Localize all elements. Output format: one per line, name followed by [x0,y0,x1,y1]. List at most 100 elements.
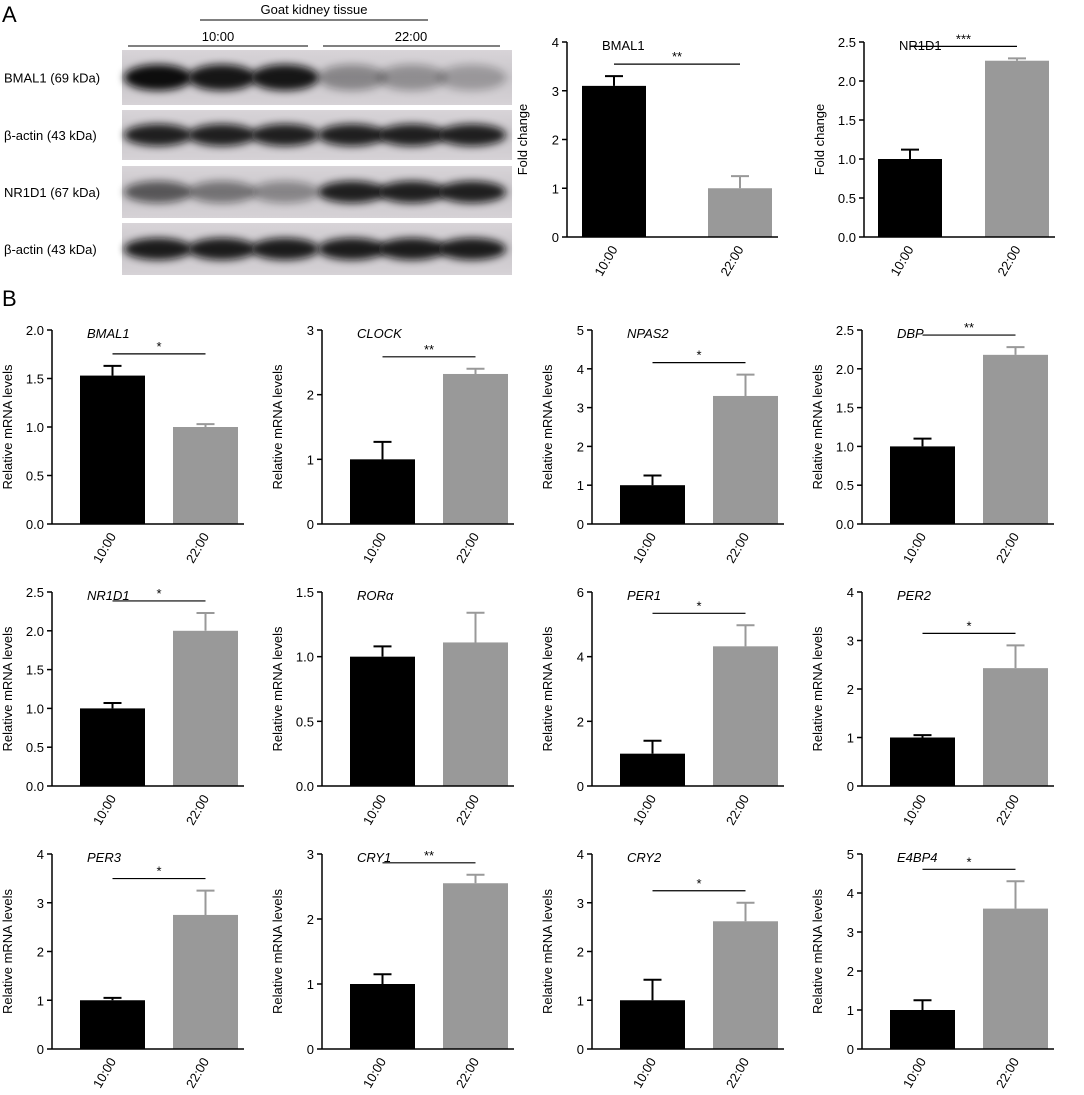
x-tick-label: 10:00 [360,1055,389,1091]
error-bar [103,364,122,376]
y-tick-label: 3 [37,896,44,911]
error-bar [1006,346,1025,355]
chart-title: PER2 [897,588,932,603]
x-tick-label: 10:00 [90,530,119,566]
y-tick-label: 0 [577,779,584,794]
x-tick-label: 22:00 [723,1055,752,1091]
time-label: 22:00 [395,29,428,44]
bar [983,668,1048,786]
x-tick-label: 22:00 [717,243,746,279]
y-tick-label: 2 [847,682,854,697]
y-tick-label: 0.5 [296,714,314,729]
x-tick-label: 22:00 [183,530,212,566]
blot-band [188,124,256,146]
x-tick-label: 22:00 [183,1055,212,1091]
x-tick-label: 10:00 [360,792,389,828]
y-tick-label: 0 [37,1042,44,1057]
bar [708,188,772,237]
x-tick-label: 10:00 [887,243,916,279]
significance-label: ** [672,49,682,64]
y-tick-label: 4 [847,585,854,600]
y-axis-label: Relative mRNA levels [270,889,285,1014]
y-tick-label: 0.5 [26,469,44,484]
bar [350,459,415,524]
bar [890,1010,955,1049]
blot-band [378,124,446,146]
y-axis-label: Relative mRNA levels [0,626,15,751]
bar [173,914,238,1049]
blot-row-label: β-actin (43 kDa) [4,128,97,143]
x-tick-label: 10:00 [900,530,929,566]
y-tick-label: 4 [37,847,44,862]
blot-band [124,124,192,146]
y-tick-label: 1.0 [836,439,854,454]
y-tick-label: 3 [577,401,584,416]
y-tick-label: 4 [552,35,559,50]
error-bar [103,996,122,1001]
blot-band [124,238,192,260]
y-tick-label: 0 [552,230,559,245]
y-axis-label: Relative mRNA levels [270,364,285,489]
chart-title: CRY1 [357,850,391,865]
bar-chart: 10:00 22:00 0.0 0.5 1.0 1.5 2.0 Relative mRNA l… [0,323,244,566]
bar-chart: 10:00 22:00 0 1 2 3 Relative mRNA levels CLOCK *… [270,323,514,566]
y-axis-label: Relative mRNA levels [0,889,15,1014]
y-tick-label: 5 [577,323,584,338]
y-axis-label: Relative mRNA levels [810,364,825,489]
error-bar [643,978,662,1001]
y-tick-label: 1 [307,977,314,992]
significance-label: * [966,854,971,869]
error-bar [196,889,215,915]
blot-band [438,124,506,146]
chart-title: PER1 [627,588,661,603]
x-tick-label: 22:00 [993,1055,1022,1091]
chart-title: RORα [357,588,394,603]
y-tick-label: 3 [847,634,854,649]
error-bar [736,901,755,922]
x-tick-label: 22:00 [453,530,482,566]
y-axis-label: Relative mRNA levels [540,364,555,489]
y-tick-label: 6 [577,585,584,600]
error-bar [913,734,932,738]
x-tick-label: 22:00 [993,792,1022,828]
blot-band [188,238,256,260]
x-tick-label: 10:00 [90,1055,119,1091]
blot-band [318,181,386,203]
bar-chart: 10:00 22:00 0 1 2 3 4 5 Relative mRNA levels NPAS… [540,323,784,566]
y-tick-label: 2 [577,439,584,454]
y-tick-label: 0 [847,779,854,794]
y-tick-label: 3 [847,925,854,940]
bar-chart: 10:00 22:00 0 2 4 6 Relative mRNA levels PER1 * [540,585,784,828]
chart-title: DBP [897,326,924,341]
blot-band [188,64,256,91]
y-tick-label: 1.5 [26,372,44,387]
error-bar [605,75,623,86]
chart-title: CRY2 [627,850,662,865]
error-bar [373,973,392,984]
y-tick-label: 2 [307,388,314,403]
y-tick-label: 3 [577,896,584,911]
error-bar [1006,880,1025,909]
y-tick-label: 1.5 [838,113,856,128]
y-tick-label: 2.0 [836,362,854,377]
bar [878,159,942,237]
y-tick-label: 1 [847,731,854,746]
y-tick-label: 1.0 [26,701,44,716]
x-tick-label: 10:00 [900,792,929,828]
y-tick-label: 2.0 [26,323,44,338]
error-bar [373,645,392,657]
bar [890,737,955,786]
x-tick-label: 10:00 [90,792,119,828]
y-tick-label: 1 [577,478,584,493]
blot-band [251,181,319,203]
y-tick-label: 2.5 [838,35,856,50]
error-bar [466,873,485,884]
x-tick-label: 22:00 [993,530,1022,566]
blot-row-label: β-actin (43 kDa) [4,242,97,257]
panel-label: B [2,286,17,311]
x-tick-label: 22:00 [994,243,1023,279]
x-tick-label: 10:00 [591,243,620,279]
bar [620,753,685,786]
bar [350,656,415,786]
